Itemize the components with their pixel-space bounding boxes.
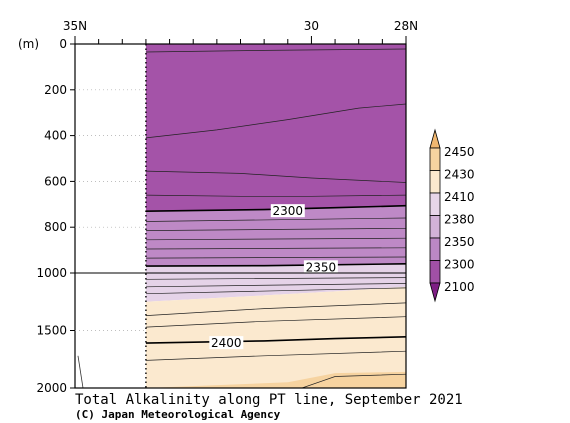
contour-line-layer [77, 48, 407, 389]
contour-line-15 [145, 48, 407, 53]
x-tick-label-0: 35N [63, 19, 87, 33]
contour-label-layer: 2300 2350 2400 [209, 204, 338, 350]
y-tick-label-1: 200 [44, 83, 67, 97]
contour-line-5 [145, 237, 407, 241]
legend-level-2380: 2380 [444, 213, 475, 227]
legend-swatch-3 [429, 192, 441, 216]
contour-label-box-2300 [270, 204, 305, 218]
y-tick-label-2: 400 [44, 129, 67, 143]
contour-label-2400: 2400 [211, 336, 242, 350]
contour-line-8 [145, 277, 407, 280]
contour-line-10 [145, 287, 407, 295]
contour-line-0 [145, 103, 407, 139]
contour-line-2 [145, 194, 407, 197]
contour-line-4 [145, 227, 407, 231]
fill-band-2410-2430 [145, 371, 406, 388]
legend-swatch-5 [429, 237, 441, 261]
contour-line-3 [145, 217, 407, 222]
x-axis: 35N 30 28N [63, 19, 418, 44]
chart-credit: (C) Japan Meteorological Agency [75, 408, 281, 421]
legend-level-2450: 2450 [444, 145, 475, 159]
legend-level-2430: 2430 [444, 168, 475, 182]
x-tick-label-2: 28N [394, 19, 418, 33]
legend-level-2300: 2300 [444, 258, 475, 272]
y-axis: 0 200 400 600 800 1000 1500 2000 [36, 37, 75, 395]
y-tick-label-6: 1500 [36, 324, 67, 338]
legend-swatch-2 [429, 170, 441, 194]
contour-line-7 [145, 256, 407, 259]
legend-swatch-4 [429, 215, 441, 239]
contour-label-box-2350 [303, 260, 338, 274]
legend-bottom-arrow [429, 282, 441, 303]
y-axis-unit-label: (m) [18, 37, 39, 51]
contour-line-13 [145, 350, 407, 361]
x-tick-label-1: 30 [304, 19, 319, 33]
legend-level-2350: 2350 [444, 235, 475, 249]
y-tick-label-3: 600 [44, 174, 67, 188]
contour-line-12 [145, 316, 407, 328]
legend-level-2100: 2100 [444, 280, 475, 294]
y-tick-label-4: 800 [44, 220, 67, 234]
contour-line-11 [145, 302, 407, 316]
bathymetry-line [77, 355, 84, 389]
fill-band-2100-2300 [145, 44, 406, 212]
fill-band-2380-2410 [145, 286, 406, 388]
y-tick-label-7: 2000 [36, 381, 67, 395]
contour-label-box-2400 [209, 336, 244, 350]
contour-line-2350 [145, 263, 407, 267]
legend-top-arrow [429, 128, 441, 149]
legend-swatch-6 [429, 260, 441, 284]
color-legend: 2450 2430 2410 2380 2350 2300 2100 [429, 128, 475, 303]
y-tick-label-0: 0 [59, 37, 67, 51]
contour-line-14 [301, 373, 407, 389]
contour-line-1 [145, 170, 407, 183]
contour-line-6 [145, 247, 407, 250]
contour-label-2350: 2350 [306, 260, 337, 274]
legend-level-2410: 2410 [444, 190, 475, 204]
contour-line-9 [145, 283, 407, 288]
y-tick-label-5: 1000 [36, 266, 67, 280]
contour-line-2400 [145, 336, 407, 344]
contour-label-2300: 2300 [273, 204, 304, 218]
legend-swatch-1 [429, 147, 441, 171]
chart-title: Total Alkalinity along PT line, Septembe… [75, 392, 463, 408]
